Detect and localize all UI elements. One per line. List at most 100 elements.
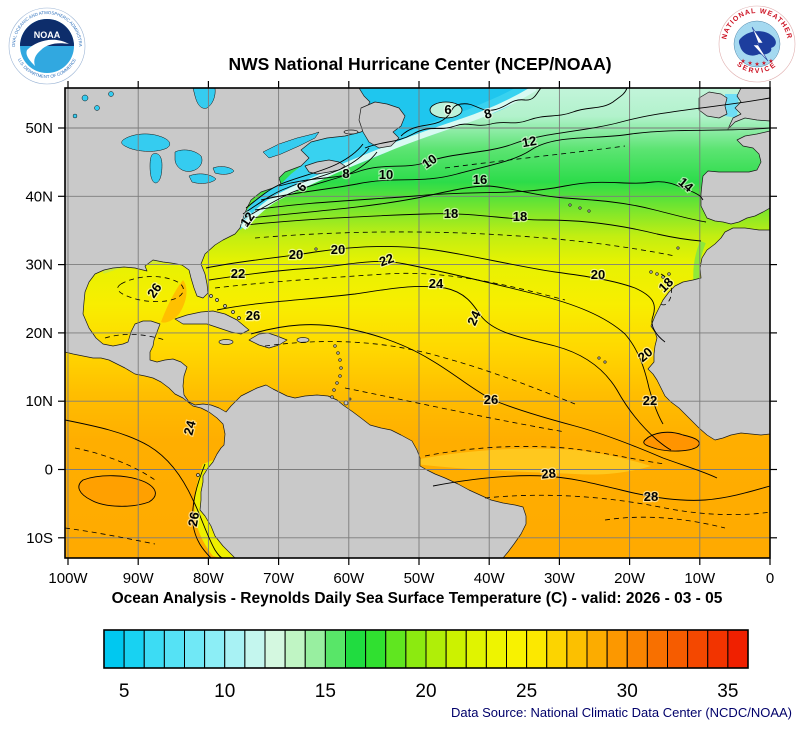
jamaica (218, 339, 234, 345)
colorbar-cell (687, 629, 709, 669)
contour-6c (400, 88, 542, 137)
lon-tick-label: 10W (684, 570, 716, 587)
svg-text:★: ★ (768, 58, 773, 65)
americas-landmass (65, 88, 527, 558)
colorbar-cell (526, 629, 548, 669)
contour-26c-pacific (65, 419, 224, 558)
contour-value-label: 22 (377, 250, 396, 269)
colorbar-tick-label: 20 (415, 681, 436, 702)
contour-value-label: 18 (444, 206, 458, 221)
colorbar-cell (103, 629, 125, 669)
contour-value-label: 6 (444, 102, 451, 117)
lesser-antilles (330, 344, 352, 406)
colorbar-cell (707, 629, 729, 669)
noaa-seagull-icon (26, 39, 69, 66)
svg-text:★: ★ (754, 61, 759, 68)
colorbar-outline (103, 629, 749, 669)
nws-logo: NATIONAL WEATHER SERVICE ★ ★ ★ ★ ★ (718, 5, 796, 83)
axis-labels: 100W 90W 80W 70W 60W 50W 40W 30W 20W 10W 0 50N 40N 30… (25, 120, 774, 587)
lake-ontario (212, 166, 235, 175)
lon-tick-label: 30W (544, 570, 576, 587)
landmasses (65, 88, 770, 558)
colorbar-cell (163, 629, 185, 669)
contour-22c (208, 261, 664, 425)
colorbar-cell (385, 629, 407, 669)
lon-tick-label: 50W (404, 570, 436, 587)
colorbar: 5 10 15 20 25 30 35 (103, 629, 749, 702)
lake-michigan (149, 153, 163, 184)
st-lawrence-estuary (262, 131, 320, 159)
front-line-2 (242, 147, 370, 215)
africa (647, 227, 770, 441)
cape-verde (597, 356, 607, 364)
madeira (676, 246, 680, 250)
colorbar-cell (626, 629, 648, 669)
contour-value-label: 26 (246, 308, 260, 323)
lat-tick-label: 10S (26, 530, 53, 547)
guinea-warm-pool (643, 431, 700, 452)
contour-value-label: 10 (379, 167, 393, 182)
contour-value-label: 20 (591, 267, 605, 282)
colorbar-cell (667, 629, 689, 669)
colorbar-cell (304, 629, 326, 669)
lat-tick-label: 30N (25, 257, 53, 274)
colorbar-cell (224, 629, 246, 669)
bahamas (209, 294, 241, 320)
lake-superior (121, 133, 170, 152)
gulf-stream-front-pale-band (240, 88, 537, 230)
contour-18c (244, 213, 702, 242)
lon-tick-label: 80W (193, 570, 225, 587)
graticule (65, 88, 770, 558)
equatorial-warm-tongue (415, 448, 651, 475)
axis-ticks (58, 81, 777, 565)
colorbar-cell (143, 629, 165, 669)
sst-contours-dashed (65, 145, 770, 545)
lon-tick-label: 70W (263, 570, 295, 587)
colorbar-cell (123, 629, 145, 669)
newfoundland (358, 101, 406, 149)
contour-value-label: 26 (484, 392, 498, 407)
contour-12c (260, 127, 770, 201)
contour-24c (216, 285, 672, 451)
lon-tick-label: 0 (766, 570, 774, 587)
contour-24c-pacific (192, 463, 212, 558)
colorbar-cell (204, 629, 226, 669)
lakes (72, 88, 320, 184)
contour-26c (250, 324, 718, 479)
colorbar-cell (345, 629, 367, 669)
nws-lightning-icon (751, 26, 769, 62)
svg-text:★: ★ (747, 60, 752, 67)
anticosti-island (343, 129, 359, 135)
colorbar-cell (586, 629, 608, 669)
colorbar-cell (727, 629, 749, 669)
noaa-logo: NATIONAL OCEANIC AND ATMOSPHERIC ADMINIS… (8, 7, 86, 85)
colorbar-cell (506, 629, 528, 669)
contour-value-label: 20 (331, 242, 345, 257)
lat-tick-label: 0 (45, 462, 53, 479)
colorbar-tick-label: 5 (119, 681, 130, 702)
colorbar-tick-label: 25 (516, 681, 537, 702)
colorbar-tick-label: 15 (315, 681, 336, 702)
contour-value-label: 22 (231, 266, 245, 281)
lon-tick-label: 90W (123, 570, 155, 587)
lat-tick-label: 50N (25, 120, 53, 137)
noaa-emblem-sky (20, 19, 74, 46)
colorbar-cell (465, 629, 487, 669)
contour-value-label: 28 (541, 465, 557, 481)
contour-value-label: 24 (429, 276, 444, 291)
front-line-1 (245, 143, 364, 209)
cuba (174, 310, 250, 335)
contour-20c (205, 245, 666, 343)
puerto-rico (296, 337, 310, 343)
colorbar-tick-label: 30 (617, 681, 638, 702)
contour-value-label: 24 (181, 418, 199, 437)
sst-contours (65, 88, 770, 558)
colorbar-tick-label: 10 (214, 681, 235, 702)
contour-value-label: 18 (513, 209, 527, 224)
colorbar-cell (264, 629, 286, 669)
contour-value-label: 26 (185, 511, 202, 528)
contour-28c (432, 475, 770, 501)
